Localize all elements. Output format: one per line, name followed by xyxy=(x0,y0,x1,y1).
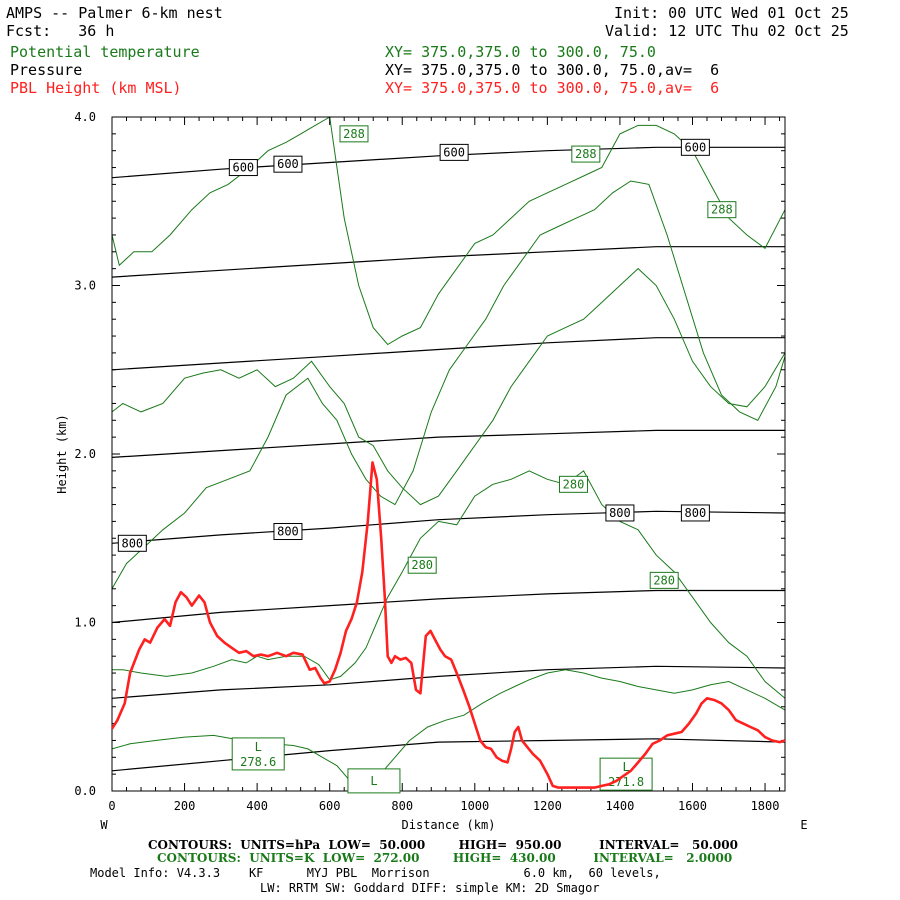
contour-label-box xyxy=(117,534,147,552)
x-axis-title: Distance (km) xyxy=(402,818,496,832)
plot-frame xyxy=(111,116,786,792)
chart-title: AMPS -- Palmer 6-km nest xyxy=(6,4,223,22)
x-tick-label: 1200 xyxy=(533,799,562,813)
y-tick-label: 4.0 xyxy=(74,110,96,124)
y-tick-label: 3.0 xyxy=(74,279,96,293)
x-tick-label: 1400 xyxy=(605,799,634,813)
x-tick-label: 800 xyxy=(391,799,413,813)
contour-label-box xyxy=(273,523,303,541)
contour-label: 800 xyxy=(609,506,631,520)
contour-label-box xyxy=(605,504,635,522)
contour-label-box xyxy=(228,159,258,177)
low-label-marker: L xyxy=(622,760,629,774)
contour-label: 288 xyxy=(711,203,733,217)
pressure-contour-1 xyxy=(111,665,786,699)
pressure-contour-0 xyxy=(111,738,786,772)
low-label-marker: L xyxy=(255,740,262,754)
layer-name-pbl: PBL Height (km MSL) xyxy=(10,79,182,97)
contour-label-box xyxy=(273,155,303,173)
init-time: Init: 00 UTC Wed 01 Oct 25 xyxy=(614,4,849,22)
pressure-contour-3 xyxy=(111,510,786,544)
low-label-value: 271.8 xyxy=(608,775,644,789)
contour-label: 800 xyxy=(277,525,299,539)
contour-label: 600 xyxy=(443,145,465,159)
x-tick-label: 400 xyxy=(246,799,268,813)
contour-label: 600 xyxy=(232,161,254,175)
pressure-contour-7 xyxy=(111,146,785,179)
contour-label: 600 xyxy=(277,157,299,171)
contour-label-box xyxy=(707,201,737,219)
contour-label-box xyxy=(571,145,601,163)
low-label-box xyxy=(231,737,285,771)
layer-name-theta: Potential temperature xyxy=(10,43,200,61)
x-tick-label: 0 xyxy=(108,799,115,813)
east-label: E xyxy=(800,818,807,832)
low-label-marker: L xyxy=(370,774,377,788)
low-label-value: 278.6 xyxy=(240,755,276,769)
low-label-box xyxy=(347,768,401,794)
forecast-hour: Fcst: 36 h xyxy=(6,22,115,40)
contour-label: 280 xyxy=(563,477,585,491)
model-info-line2: LW: RRTM SW: Goddard DIFF: simple KM: 2D… xyxy=(260,881,600,895)
west-label: W xyxy=(100,818,108,832)
pressure-contour-2 xyxy=(111,589,785,624)
y-tick-label: 0.0 xyxy=(74,784,96,798)
layer-xy-pbl: XY= 375.0,375.0 to 300.0, 75.0,av= 6 xyxy=(385,79,720,97)
pbl-height-line xyxy=(110,461,786,789)
layer-xy-pressure: XY= 375.0,375.0 to 300.0, 75.0,av= 6 xyxy=(385,61,720,79)
contour-label-box xyxy=(439,143,469,161)
contour-label: 280 xyxy=(411,558,433,572)
theta-contour-2 xyxy=(111,116,786,346)
x-tick-label: 1000 xyxy=(460,799,489,813)
pressure-contour-6 xyxy=(111,246,785,278)
x-tick-label: 200 xyxy=(174,799,196,813)
theta-contour-3 xyxy=(111,267,786,506)
contour-label-box xyxy=(649,571,679,589)
contour-label-box xyxy=(558,475,588,493)
pressure-contour-4 xyxy=(111,429,785,458)
contour-label-box xyxy=(680,504,710,522)
x-tick-label: 1800 xyxy=(751,799,780,813)
contour-label: 800 xyxy=(121,536,143,550)
y-tick-label: 1.0 xyxy=(74,616,96,630)
contour-label: 600 xyxy=(685,140,707,154)
contour-label-box xyxy=(407,556,437,574)
pressure-contour-5 xyxy=(111,337,785,371)
pressure-contour-info: CONTOURS: UNITS=hPa LOW= 50.000 HIGH= 95… xyxy=(148,838,738,852)
x-tick-label: 600 xyxy=(319,799,341,813)
model-info-line1: Model Info: V4.3.3 KF MYJ PBL Morrison 6… xyxy=(90,866,661,880)
theta-contour-0 xyxy=(112,470,786,699)
layer-xy-theta: XY= 375.0,375.0 to 300.0, 75.0 xyxy=(385,43,656,61)
contour-label: 288 xyxy=(575,147,597,161)
valid-time: Valid: 12 UTC Thu 02 Oct 25 xyxy=(605,22,849,40)
contour-label: 288 xyxy=(343,127,365,141)
y-tick-label: 2.0 xyxy=(74,447,96,461)
x-tick-label: 1600 xyxy=(678,799,707,813)
y-axis-title: Height (km) xyxy=(55,414,69,493)
theta-contour-1 xyxy=(111,180,786,590)
theta-contour-info: CONTOURS: UNITS=K LOW= 272.00 HIGH= 430.… xyxy=(157,851,733,865)
contour-label: 280 xyxy=(653,573,675,587)
contour-label: 800 xyxy=(685,506,707,520)
contour-label-box xyxy=(339,125,369,143)
contour-label-box xyxy=(680,138,710,156)
layer-name-pressure: Pressure xyxy=(10,61,83,79)
